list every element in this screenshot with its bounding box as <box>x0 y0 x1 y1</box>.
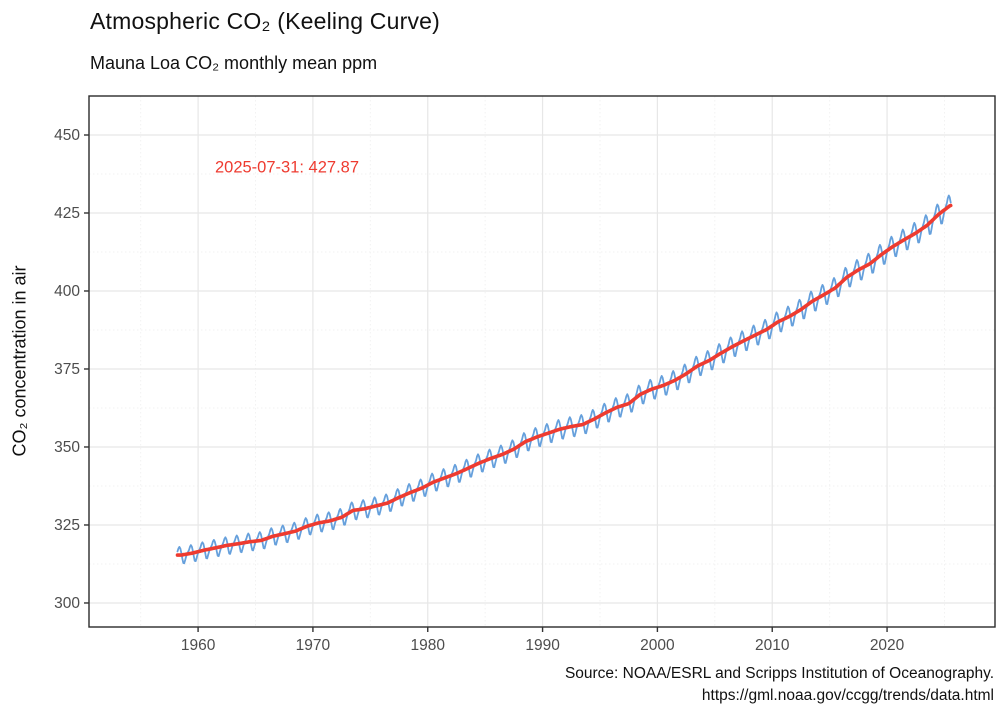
x-tick-label: 1960 <box>181 637 216 654</box>
y-tick-label: 400 <box>54 283 80 300</box>
x-tick-label: 2010 <box>755 637 790 654</box>
caption-url-line: https://gml.noaa.gov/ccgg/trends/data.ht… <box>701 687 994 704</box>
x-tick-label: 2020 <box>870 637 905 654</box>
trend-series-line <box>175 203 953 557</box>
x-tick-label: 1970 <box>296 637 331 654</box>
y-tick-label: 300 <box>54 595 80 612</box>
y-tick-label: 325 <box>54 517 80 534</box>
y-tick-label: 425 <box>54 205 80 222</box>
y-tick-label: 375 <box>54 361 80 378</box>
latest-value-annotation: 2025-07-31: 427.87 <box>214 158 360 177</box>
x-tick-label: 1990 <box>525 637 560 654</box>
source-caption: Source: NOAA/ESRL and Scripps Institutio… <box>565 663 994 707</box>
caption-source-line: Source: NOAA/ESRL and Scripps Institutio… <box>564 665 994 682</box>
chart-subtitle: Mauna Loa CO₂ monthly mean ppm <box>90 53 378 73</box>
chart-title: Atmospheric CO₂ (Keeling Curve) <box>90 8 441 34</box>
y-axis-title: CO₂ concentration in air <box>9 265 30 457</box>
y-tick-label: 350 <box>54 439 80 456</box>
x-tick-label: 1980 <box>411 637 446 654</box>
x-tick-label: 2000 <box>640 637 675 654</box>
y-tick-label: 450 <box>54 127 80 144</box>
monthly-series-line <box>176 194 952 565</box>
